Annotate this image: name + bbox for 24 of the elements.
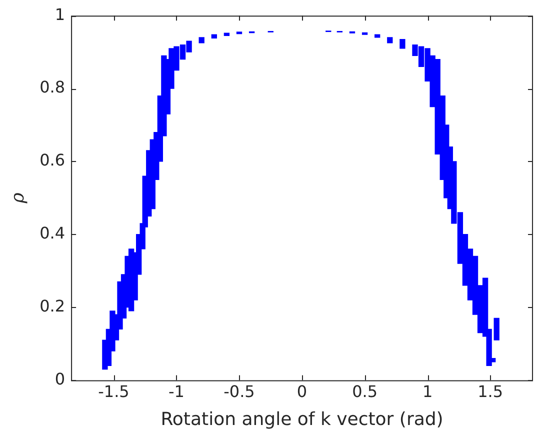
y-tick-label: 0.8 [40,78,66,97]
x-tick-label: 1 [422,382,433,401]
bar [362,32,368,35]
bar [387,37,393,44]
y-tick-label: 0 [54,369,66,388]
bar [211,34,217,39]
y-tick-label: 0.4 [40,224,66,243]
x-tick-label: -1 [168,382,184,401]
bar [374,34,380,38]
x-tick-label: 1.5 [478,382,504,401]
bar [224,32,230,36]
y-tick-label: 0.2 [40,296,66,316]
y-tick-label: 0.6 [40,150,66,170]
x-tick-label: 0.5 [352,382,378,401]
x-axis-title: Rotation angle of k vector (rad) [160,408,444,430]
y-axis-title: ρ [7,192,28,204]
x-tick-label: 0 [296,382,308,401]
x-tick-label: -1.5 [98,382,130,401]
bar [400,38,406,49]
bar [494,318,500,340]
bar [236,32,242,34]
y-tick-label: 1 [54,4,66,24]
bar [198,37,204,44]
x-tick-label: -0.5 [224,382,255,401]
